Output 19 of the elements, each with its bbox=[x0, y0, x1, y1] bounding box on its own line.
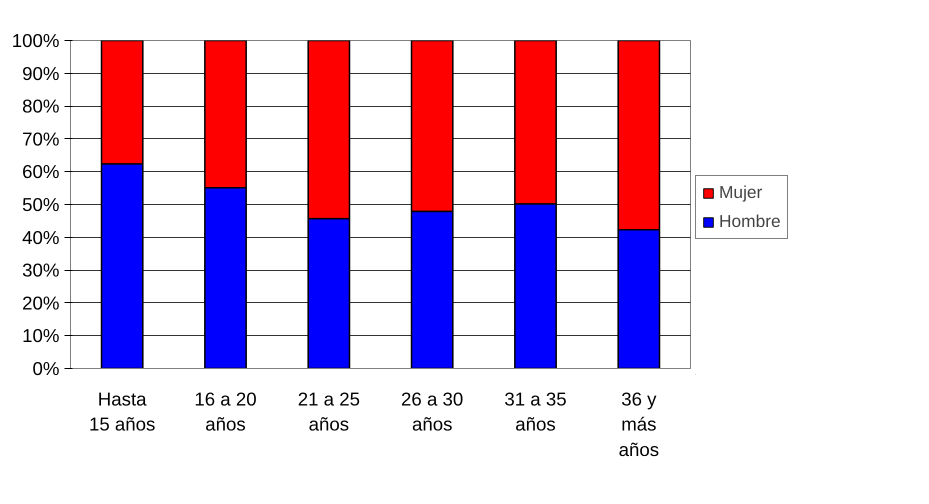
y-tick-label: 90% bbox=[22, 62, 60, 84]
x-tick-label: 26 a 30 años bbox=[401, 388, 464, 435]
y-tick-label: 60% bbox=[22, 161, 60, 182]
x-tick-label: 31 a 35 años bbox=[504, 388, 567, 435]
x-tick-label: 36 y más años bbox=[618, 388, 660, 460]
x-tick-label: 21 a 25 años bbox=[298, 388, 360, 435]
y-tick-label: 50% bbox=[22, 194, 60, 215]
legend-label: Hombre bbox=[719, 211, 781, 232]
y-tick-label: 40% bbox=[22, 226, 60, 248]
y-tick-label: 100% bbox=[12, 30, 60, 51]
x-tick-label: 16 a 20 años bbox=[194, 388, 257, 435]
y-tick-label: 10% bbox=[22, 325, 60, 346]
y-tick-label: 80% bbox=[22, 96, 60, 117]
y-tick-label: 20% bbox=[22, 292, 60, 314]
y-tick-label: 0% bbox=[32, 358, 60, 379]
y-tick-label: 30% bbox=[22, 260, 60, 281]
y-tick-label: 70% bbox=[22, 128, 60, 150]
x-tick-label: Hasta 15 años bbox=[88, 388, 156, 435]
legend-label: Mujer bbox=[719, 182, 762, 203]
